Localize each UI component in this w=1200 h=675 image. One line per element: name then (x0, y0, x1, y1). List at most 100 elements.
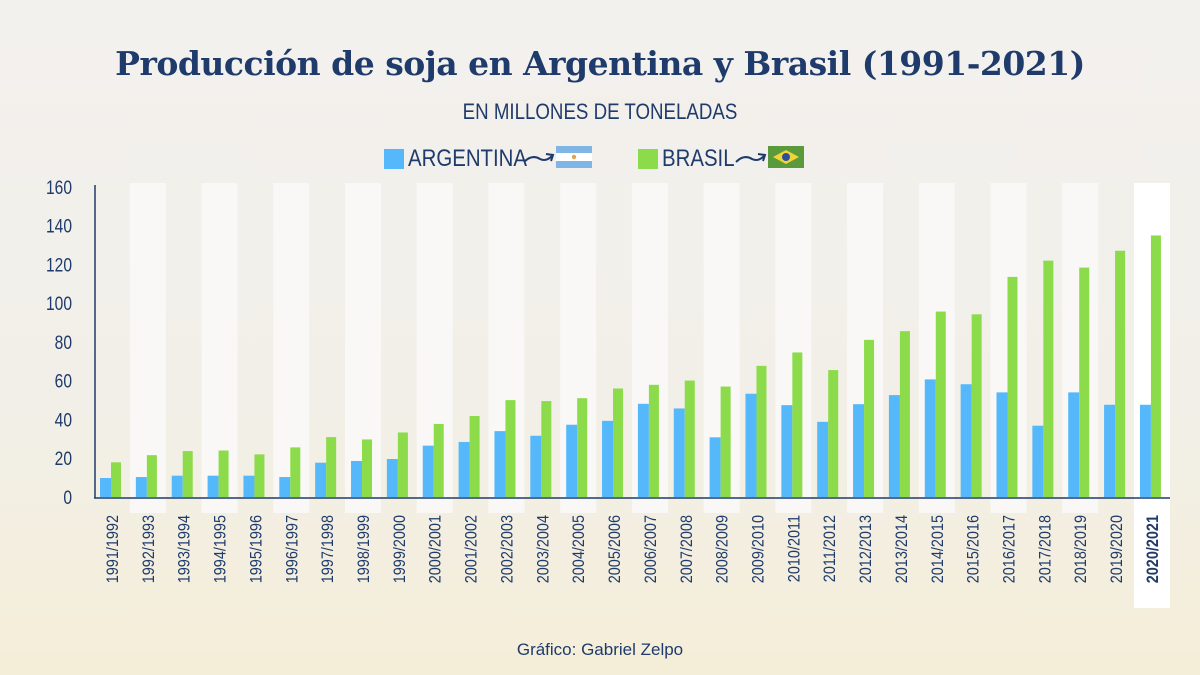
x-tick-label: 2003/2004 (534, 515, 552, 583)
bar-argentina (960, 384, 972, 497)
bar-brasil (362, 439, 373, 497)
bar-argentina (1139, 404, 1151, 497)
legend-swatch-brasil (638, 149, 658, 169)
bar-brasil (613, 388, 624, 497)
bar-argentina (100, 478, 111, 497)
x-tick-label: 2012/2013 (857, 515, 875, 583)
bar-argentina (494, 431, 506, 497)
bar-argentina (602, 420, 614, 497)
x-tick-label: 2008/2009 (714, 515, 732, 583)
x-tick-label: 2017/2018 (1036, 515, 1054, 583)
y-tick-label: 140 (46, 215, 72, 237)
bar-argentina (853, 404, 865, 497)
x-tick-label: 2018/2019 (1072, 515, 1090, 583)
x-tick-label: 1998/1999 (355, 515, 373, 583)
bar-brasil (469, 416, 480, 497)
arrow-icon (735, 153, 767, 163)
bar-brasil (218, 450, 229, 497)
bar-argentina (1068, 392, 1080, 497)
legend-label-brasil: BRASIL (662, 145, 735, 172)
bar-brasil (290, 447, 301, 497)
bar-argentina (207, 475, 219, 497)
legend-item-brasil: BRASIL (638, 144, 804, 174)
y-tick-label: 60 (55, 370, 72, 392)
bar-argentina (888, 395, 900, 497)
bar-brasil (433, 423, 444, 497)
x-tick-label: 2020/2021 (1144, 515, 1162, 583)
bar-argentina (673, 408, 685, 497)
bar-brasil (864, 339, 875, 497)
bar-brasil (756, 365, 767, 497)
x-tick-label: 2009/2010 (749, 515, 767, 583)
x-tick-label: 2019/2020 (1108, 515, 1126, 583)
bar-brasil (828, 370, 839, 497)
x-tick-label: 2007/2008 (678, 515, 696, 583)
x-tick-label: 2001/2002 (463, 515, 481, 583)
x-tick-label: 1994/1995 (212, 515, 230, 583)
bar-brasil (792, 352, 803, 497)
bar-argentina (171, 475, 183, 497)
bar-brasil (971, 314, 982, 497)
x-tick-label: 2002/2003 (498, 515, 516, 583)
bar-brasil (899, 331, 910, 497)
bar-argentina (422, 445, 434, 497)
bar-argentina (386, 459, 398, 497)
y-tick-label: 80 (55, 332, 72, 354)
bar-brasil (935, 311, 946, 497)
chart-subtitle: EN MILLONES DE TONELADAS (462, 99, 738, 124)
bar-brasil (1115, 250, 1126, 497)
x-tick-label: 2000/2001 (427, 515, 445, 583)
bar-brasil (397, 432, 408, 497)
bar-brasil (254, 454, 265, 497)
bar-argentina (924, 379, 936, 497)
legend-label-argentina: ARGENTINA (408, 145, 528, 172)
chart-credit: Gráfico: Gabriel Zelpo (516, 640, 684, 659)
y-tick-label: 0 (63, 487, 72, 509)
x-tick-label: 2013/2014 (893, 515, 911, 583)
x-tick-label: 1996/1997 (283, 515, 301, 583)
x-tick-label: 1995/1996 (247, 515, 265, 583)
x-tick-label: 2011/2012 (821, 515, 839, 582)
bar-argentina (530, 435, 542, 497)
arrow-icon (523, 153, 555, 163)
chart-title: Producción de soja en Argentina y Brasil… (115, 44, 1085, 83)
bar-brasil (684, 380, 695, 497)
bar-argentina (243, 475, 255, 497)
bar-argentina (637, 403, 649, 497)
bar-argentina (135, 477, 147, 497)
y-tick-label: 160 (46, 177, 72, 199)
bar-argentina (315, 462, 327, 497)
x-tick-label: 2016/2017 (1000, 515, 1018, 583)
bar-brasil (111, 462, 121, 497)
bar-brasil (146, 455, 157, 497)
bar-argentina (781, 405, 793, 497)
y-tick-label: 20 (55, 448, 72, 470)
bar-brasil (182, 451, 193, 497)
brazil-flag-icon (768, 146, 804, 168)
bar-brasil (577, 398, 588, 497)
legend-item-argentina: ARGENTINA (384, 144, 592, 174)
x-tick-label: 2005/2006 (606, 515, 624, 583)
bar-argentina (745, 393, 757, 497)
x-tick-label: 1991/1992 (104, 515, 122, 583)
x-tick-label: 2014/2015 (929, 515, 947, 583)
bar-brasil (720, 386, 731, 497)
bar-argentina (279, 477, 291, 497)
bar-argentina (996, 392, 1008, 497)
bar-brasil (1150, 235, 1161, 497)
bar-argentina (817, 421, 829, 497)
bar-argentina (458, 441, 470, 497)
bar-brasil (648, 384, 659, 497)
x-tick-label: 1993/1994 (176, 515, 194, 583)
bar-brasil (505, 400, 516, 497)
legend-swatch-argentina (384, 149, 404, 169)
y-tick-label: 40 (55, 409, 72, 431)
y-tick-label: 120 (46, 254, 72, 276)
bar-argentina (351, 460, 363, 497)
bar-brasil (1043, 260, 1054, 497)
bar-brasil (1079, 267, 1090, 497)
x-tick-label: 1992/1993 (140, 515, 158, 583)
bar-brasil (326, 437, 337, 497)
x-tick-label: 1999/2000 (391, 515, 409, 583)
